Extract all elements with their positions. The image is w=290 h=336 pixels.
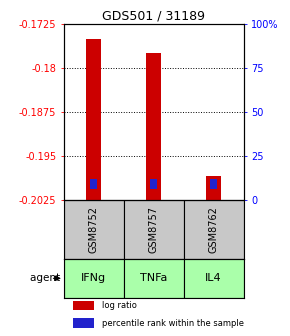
Bar bbox=[64, 200, 124, 259]
Text: TNFa: TNFa bbox=[140, 273, 167, 283]
Bar bbox=[206, 176, 221, 200]
Text: GSM8752: GSM8752 bbox=[89, 206, 99, 253]
Text: agent: agent bbox=[30, 273, 64, 283]
Title: GDS501 / 31189: GDS501 / 31189 bbox=[102, 9, 205, 23]
Bar bbox=[64, 259, 124, 298]
Text: IL4: IL4 bbox=[205, 273, 222, 283]
Bar bbox=[73, 301, 94, 310]
Bar bbox=[86, 39, 101, 200]
Bar bbox=[90, 179, 97, 189]
Bar bbox=[73, 318, 94, 328]
Bar bbox=[146, 53, 161, 200]
Bar bbox=[124, 259, 184, 298]
Text: GSM8762: GSM8762 bbox=[209, 206, 219, 253]
Text: GSM8757: GSM8757 bbox=[149, 206, 159, 253]
Bar bbox=[184, 259, 244, 298]
Bar bbox=[150, 179, 157, 189]
Text: IFNg: IFNg bbox=[81, 273, 106, 283]
Bar bbox=[184, 200, 244, 259]
Bar bbox=[124, 200, 184, 259]
Bar bbox=[210, 179, 217, 189]
Text: percentile rank within the sample: percentile rank within the sample bbox=[102, 319, 244, 328]
Text: log ratio: log ratio bbox=[102, 301, 136, 310]
